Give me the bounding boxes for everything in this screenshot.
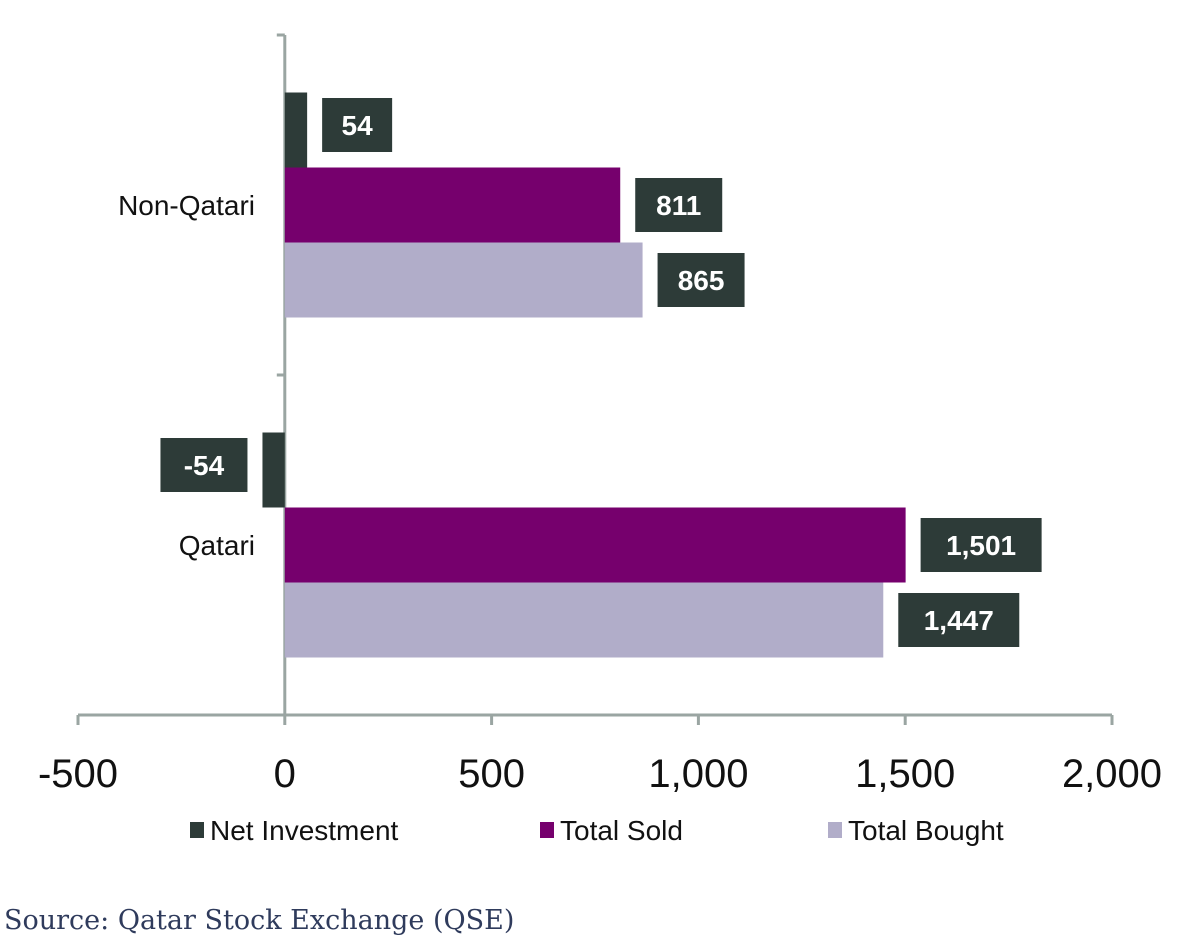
data-label-box: [898, 593, 1020, 647]
legend-swatch-total-bought: [828, 822, 842, 838]
data-label: -54: [184, 450, 225, 481]
data-label-box: [920, 518, 1042, 572]
data-label-box: [635, 178, 723, 232]
data-label: 54: [342, 110, 374, 141]
bar-net-investment: [262, 432, 285, 508]
legend-swatch-total-sold: [540, 822, 554, 838]
source-note: Source: Qatar Stock Exchange (QSE): [4, 905, 515, 936]
data-label-box: [657, 253, 745, 307]
x-tick-label: 2,000: [1062, 752, 1162, 796]
x-tick-label: 1,500: [855, 752, 955, 796]
x-tick-label: 1,000: [648, 752, 748, 796]
x-tick-label: -500: [38, 752, 118, 796]
legend-label: Total Sold: [560, 815, 683, 846]
legend-label: Total Bought: [848, 815, 1004, 846]
data-label: 1,501: [946, 530, 1016, 561]
data-label-box: [322, 98, 393, 152]
bar-total-bought: [284, 582, 884, 658]
x-tick-label: 0: [274, 752, 296, 796]
bar-total-bought: [284, 242, 643, 318]
category-label: Qatari: [179, 530, 255, 561]
x-tick-label: 500: [458, 752, 525, 796]
bar-net-investment: [284, 92, 308, 168]
legend-swatch-net-investment: [190, 822, 204, 838]
data-label: 865: [678, 265, 725, 296]
bar-total-sold: [284, 167, 621, 243]
bar-total-sold: [284, 507, 906, 583]
data-label: 1,447: [924, 605, 994, 636]
data-label-box: [160, 438, 248, 492]
legend-label: Net Investment: [210, 815, 399, 846]
data-label: 811: [656, 190, 701, 221]
category-label: Non-Qatari: [118, 190, 255, 221]
